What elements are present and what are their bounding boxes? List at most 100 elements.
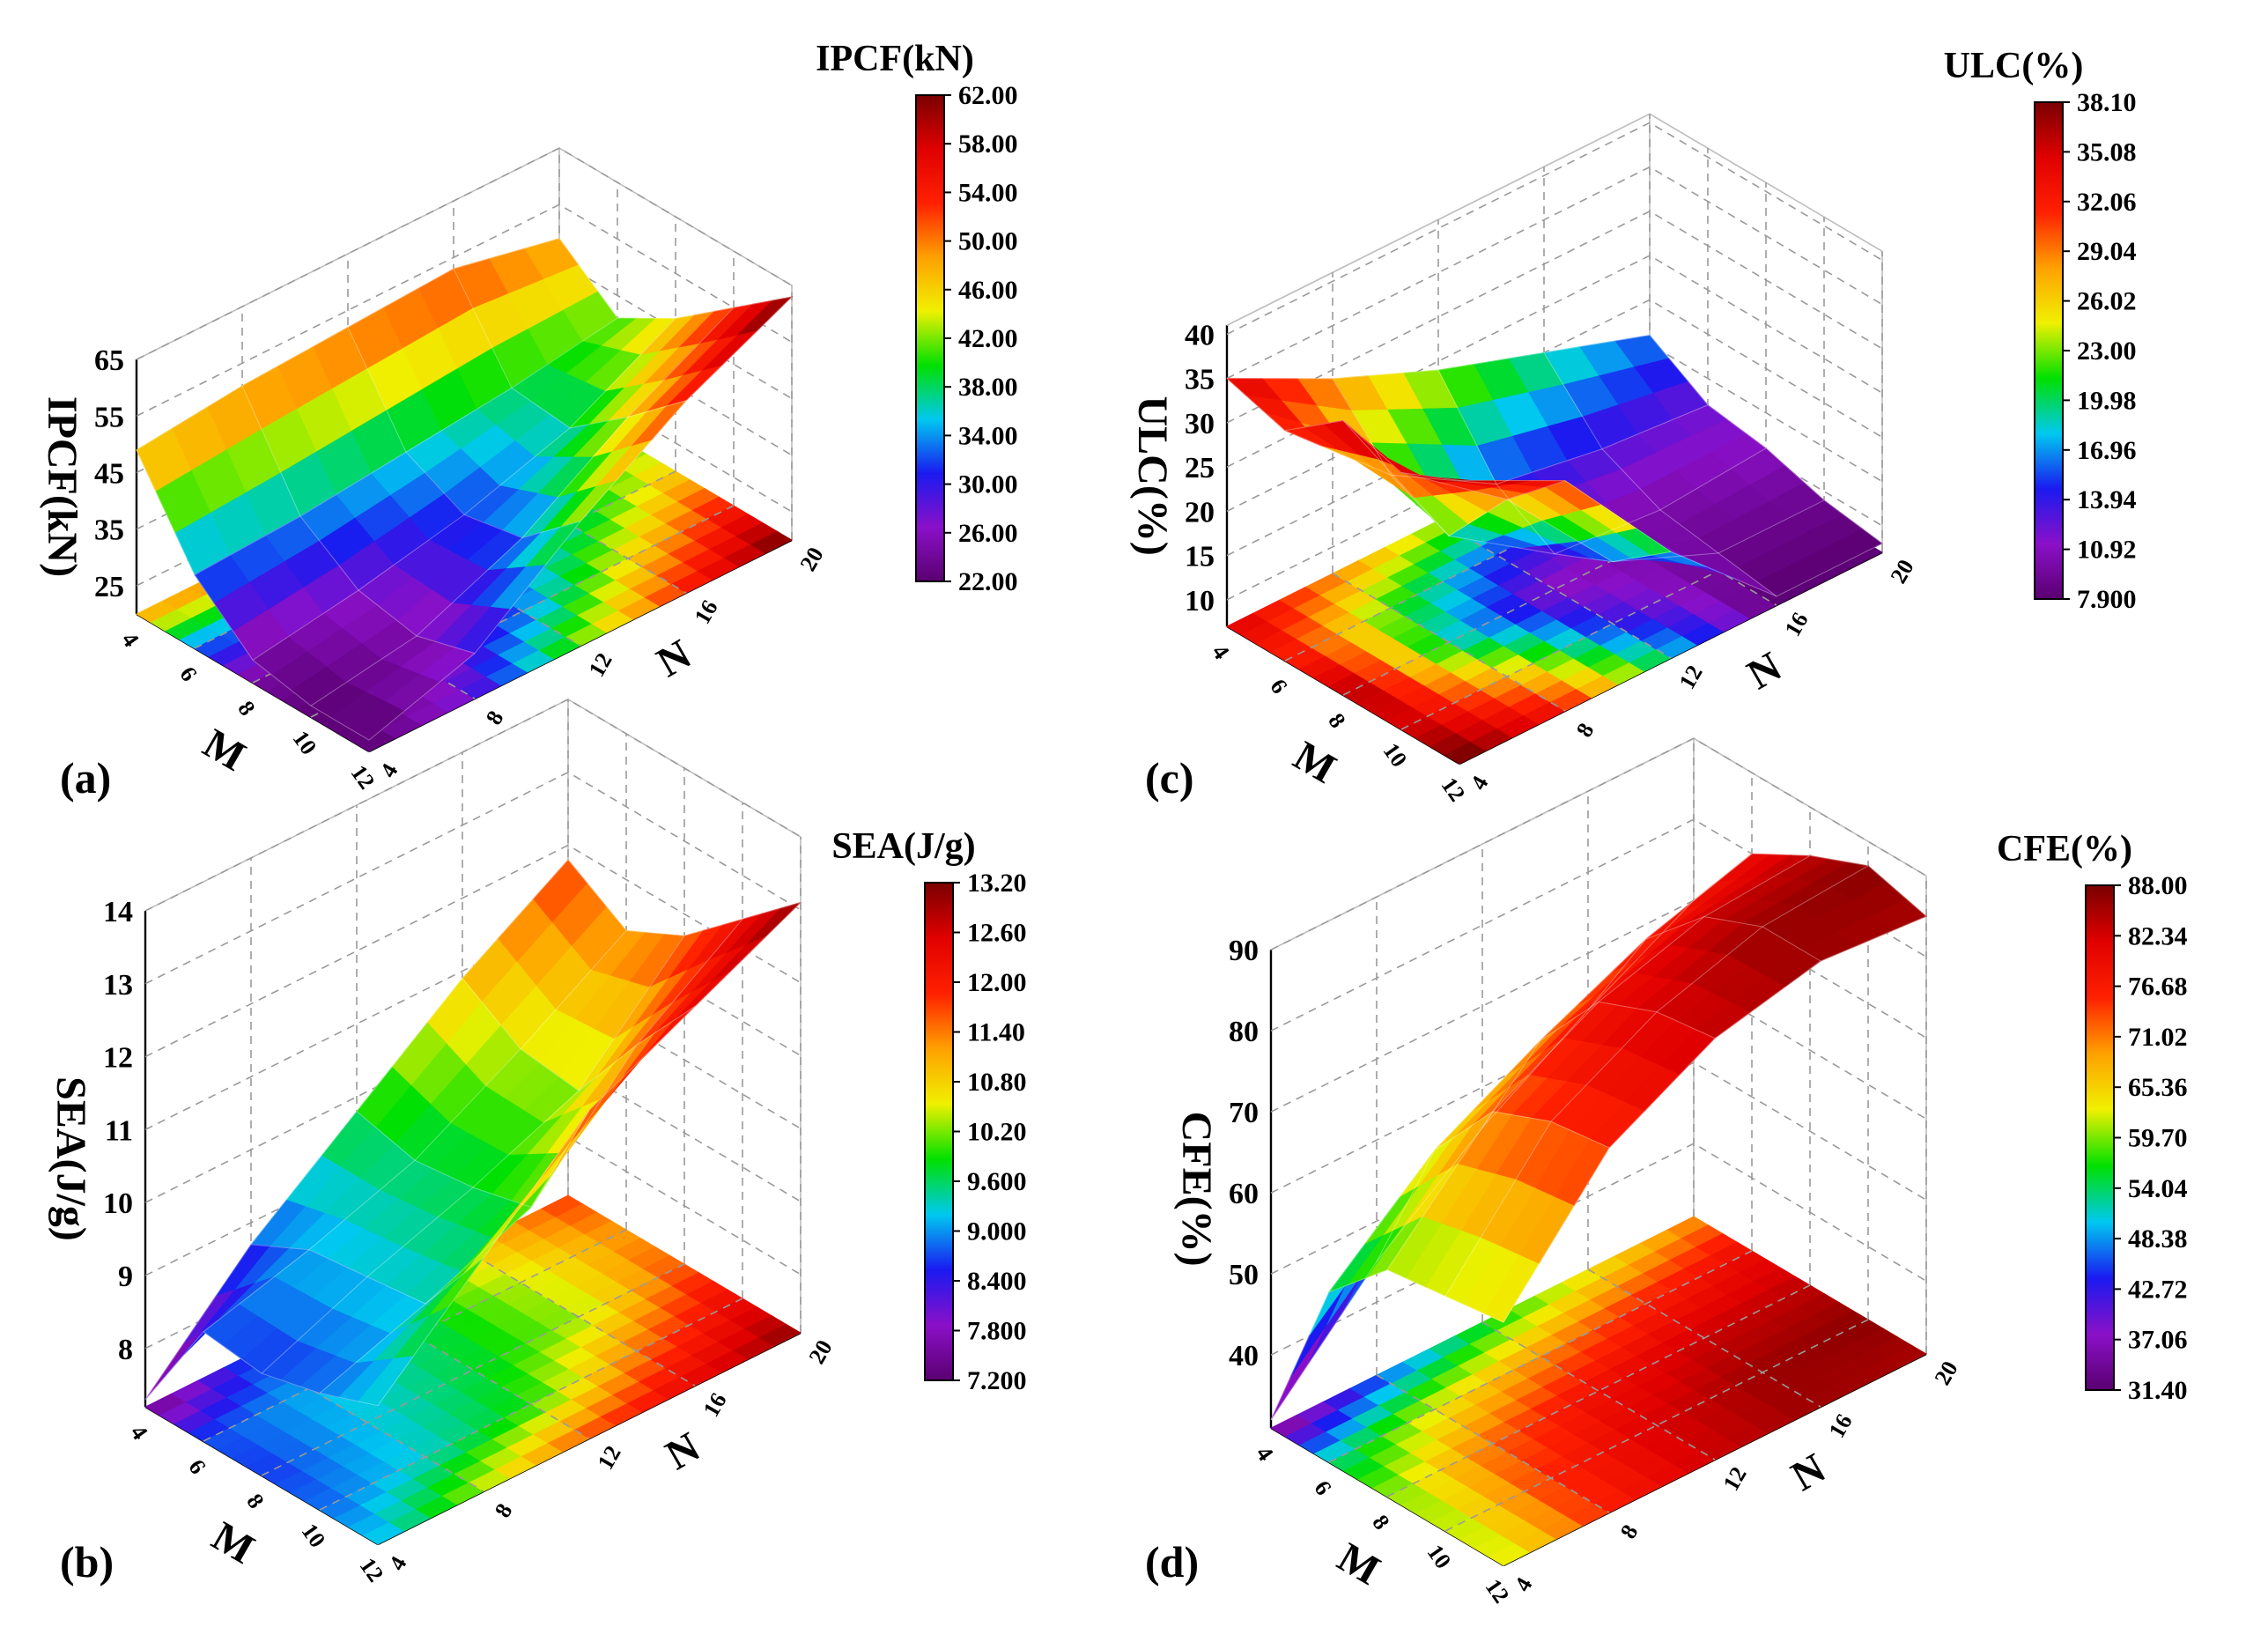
z-axis-title: ULC(%) — [1129, 396, 1176, 555]
n-tick-label: 12 — [593, 1441, 626, 1474]
colorbar-tick-label: 9.600 — [967, 1167, 1027, 1196]
n-tick-label: 8 — [490, 1499, 518, 1522]
colorbar-tick-label: 82.34 — [2128, 921, 2188, 950]
n-tick-label: 16 — [1824, 1409, 1858, 1442]
surface — [1225, 335, 1883, 597]
colorbar-tick-label: 32.06 — [2077, 188, 2137, 217]
colorbar-tick-label: 7.800 — [967, 1317, 1027, 1346]
m-tick-label: 10 — [297, 1519, 331, 1552]
colorbar-tick-label: 26.02 — [2077, 287, 2137, 316]
m-tick-label: 10 — [1378, 738, 1413, 772]
panel-label: (d) — [1145, 1537, 1199, 1586]
m-axis-title: M — [196, 720, 254, 780]
z-axis-title: SEA(J/g) — [48, 1076, 94, 1241]
panel-label: (a) — [60, 753, 111, 802]
n-tick-label: 16 — [698, 1388, 732, 1421]
colorbar-title: CFE(%) — [1997, 829, 2132, 869]
z-axis-title: IPCF(kN) — [39, 396, 85, 577]
m-tick-label: 12 — [1437, 773, 1471, 806]
panel-label: (c) — [1145, 753, 1194, 802]
mesh-line — [136, 449, 370, 741]
colorbar-tick-label: 12.60 — [967, 919, 1027, 948]
z-tick-label: 10 — [1185, 585, 1215, 618]
colorbar-tick-label: 13.94 — [2077, 485, 2137, 514]
floor-gridline — [1437, 520, 1672, 659]
mesh-line — [310, 307, 735, 706]
surface-patch — [358, 1356, 414, 1407]
floor-cell — [1884, 1344, 1927, 1368]
m-tick-label: 4 — [1251, 1441, 1278, 1465]
colorbar-tick-label: 11.40 — [967, 1018, 1025, 1047]
panel-label: (b) — [60, 1537, 114, 1586]
z-tick-label: 45 — [94, 458, 124, 491]
mesh-line — [368, 296, 793, 741]
mesh-line — [377, 902, 802, 1406]
z-tick-label: 70 — [1229, 1097, 1259, 1129]
z-tick-label: 80 — [1229, 1016, 1259, 1048]
m-tick-label: 12 — [355, 1553, 389, 1586]
mesh-line — [462, 978, 696, 1091]
colorbar-tick-label: 29.04 — [2077, 237, 2137, 266]
colorbar-tick-label: 50.00 — [958, 227, 1018, 256]
colorbar-tick-label: 71.02 — [2128, 1023, 2188, 1052]
surface-patch — [1439, 477, 1496, 482]
mesh-line — [1400, 472, 1825, 563]
n-tick-label: 20 — [804, 1335, 838, 1368]
mesh-line — [1693, 853, 1927, 917]
z-tick-label: 25 — [1185, 452, 1215, 484]
colorbar-tick-label: 8.400 — [967, 1267, 1027, 1296]
floor-gridline — [462, 1247, 696, 1387]
mesh-line — [1328, 853, 1753, 1293]
m-tick-label: 12 — [346, 760, 380, 794]
colorbar-tick-label: 37.06 — [2128, 1326, 2188, 1355]
mesh-line — [1270, 1268, 1504, 1421]
wall-top-edge — [1226, 113, 1883, 327]
mesh-line — [1386, 854, 1811, 1270]
z-tick-label: 50 — [1229, 1259, 1259, 1291]
panel-c: 10152025303540468101248121620MNULC(%)ULC… — [1129, 46, 2137, 806]
colorbar-tick-label: 9.000 — [967, 1217, 1027, 1246]
mesh-line — [453, 268, 687, 429]
z-tick-label: 65 — [94, 344, 124, 377]
colorbar-tick-label: 23.00 — [2077, 336, 2137, 366]
mesh-line — [136, 238, 560, 451]
surface — [144, 859, 802, 1407]
mesh-line — [1481, 1001, 1716, 1128]
m-tick-label: 8 — [233, 696, 260, 720]
mesh-line — [1437, 369, 1672, 563]
mesh-line — [567, 859, 802, 936]
colorbar-tick-label: 16.96 — [2077, 436, 2137, 465]
panel-b: 891011121314468101248121620MNSEA(J/g)SEA… — [48, 699, 1027, 1586]
colorbar-tick-label: 42.72 — [2128, 1275, 2188, 1304]
colorbar-tick-label: 12.00 — [967, 968, 1027, 997]
m-tick-label: 6 — [1265, 674, 1292, 698]
m-tick-label: 4 — [125, 1420, 152, 1444]
z-tick-label: 13 — [103, 969, 133, 1002]
surface — [1270, 853, 1927, 1421]
colorbar-title: SEA(J/g) — [831, 826, 975, 867]
colorbar-tick-label: 7.200 — [967, 1366, 1027, 1395]
mesh-line — [347, 327, 581, 539]
n-tick-label: 16 — [690, 595, 723, 628]
n-tick-label: 8 — [1571, 719, 1599, 742]
colorbar-bar — [2034, 101, 2064, 600]
mesh-line — [250, 1244, 484, 1305]
mesh-line — [203, 930, 627, 1333]
n-tick-label: 8 — [481, 706, 509, 729]
z-tick-label: 35 — [94, 514, 124, 547]
z-tick-label: 25 — [94, 571, 124, 603]
z-tick-label: 90 — [1229, 935, 1259, 967]
mesh-line — [194, 317, 618, 575]
n-axis-title: N — [649, 631, 699, 686]
mesh-line — [319, 919, 743, 1394]
z-tick-label: 40 — [1229, 1340, 1259, 1372]
z-gridline — [1226, 122, 1883, 336]
m-tick-label: 10 — [288, 726, 322, 759]
mesh-line — [144, 1331, 379, 1407]
z-gridline — [1226, 166, 1883, 380]
colorbar-tick-label: 13.20 — [967, 869, 1027, 898]
colorbar-tick-label: 48.38 — [2128, 1224, 2188, 1254]
z-tick-label: 55 — [94, 401, 124, 433]
mesh-line — [1503, 915, 1927, 1323]
